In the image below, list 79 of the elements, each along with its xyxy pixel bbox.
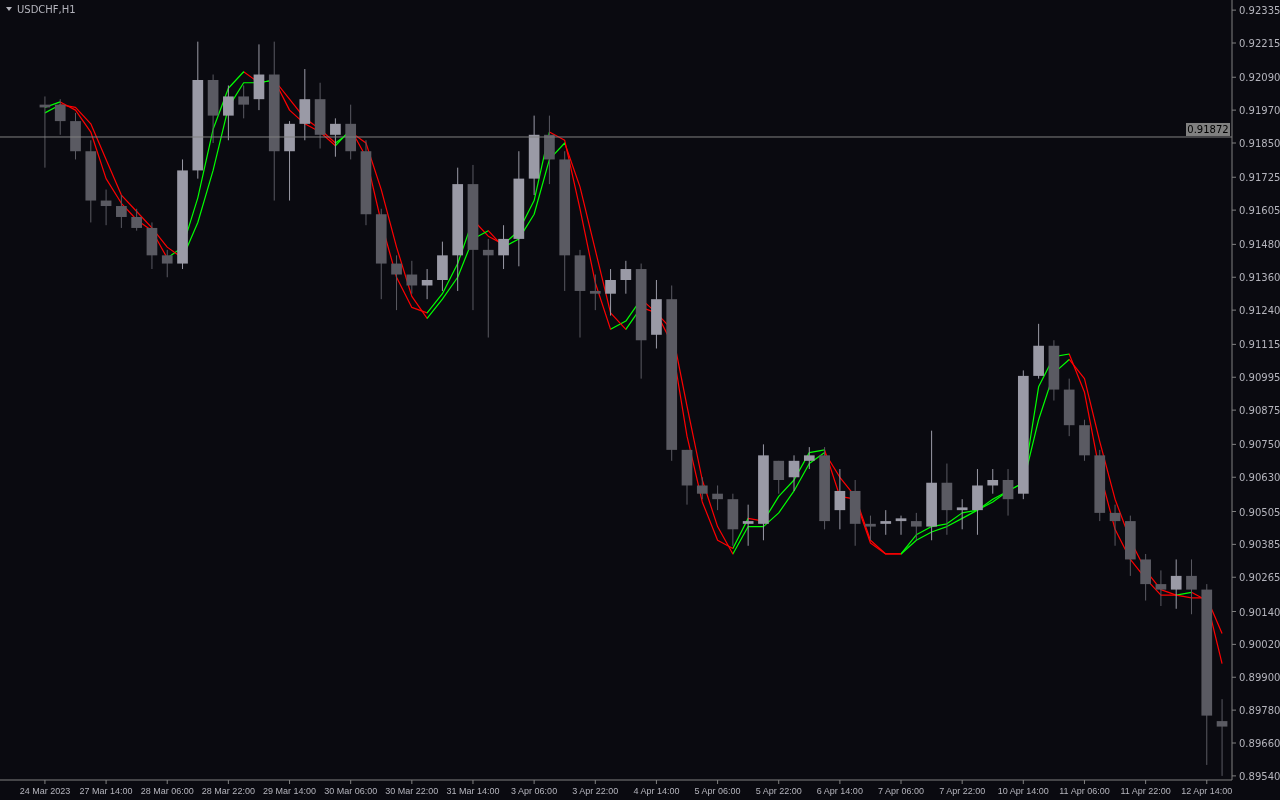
candlestick <box>116 194 127 229</box>
candlestick <box>956 498 968 530</box>
candlestick <box>696 476 708 500</box>
candlestick <box>605 268 616 317</box>
candlestick <box>161 249 173 278</box>
x-tick-label: 27 Mar 14:00 <box>79 786 133 796</box>
x-tick-label: 3 Apr 22:00 <box>572 786 619 796</box>
candlestick <box>1216 698 1228 777</box>
y-tick-label: 0.89540 <box>1239 770 1280 782</box>
candlestick <box>131 208 143 232</box>
x-tick-label: 3 Apr 06:00 <box>511 786 558 796</box>
candlestick <box>1109 504 1121 547</box>
y-tick-label: 0.91850 <box>1239 138 1280 150</box>
y-tick-label: 0.92215 <box>1239 38 1280 50</box>
x-tick-label: 29 Mar 14:00 <box>263 786 317 796</box>
candlestick <box>895 515 907 536</box>
candlestick <box>834 468 846 530</box>
x-tick-label: 5 Apr 22:00 <box>755 786 802 796</box>
y-tick-label: 0.90020 <box>1239 639 1280 651</box>
y-tick-label: 0.91605 <box>1239 205 1280 217</box>
candlestick <box>1155 569 1167 607</box>
candlestick <box>238 84 250 119</box>
candlestick <box>1002 468 1014 517</box>
candlestick <box>498 224 509 270</box>
y-tick-label: 0.91115 <box>1239 339 1280 351</box>
y-tick-label: 0.91480 <box>1239 239 1280 251</box>
y-tick-label: 0.92090 <box>1239 72 1280 84</box>
y-tick-label: 0.89780 <box>1239 705 1280 717</box>
y-tick-label: 0.91240 <box>1239 305 1280 317</box>
x-tick-label: 5 Apr 06:00 <box>694 786 741 796</box>
candlestick <box>880 509 892 536</box>
candlestick <box>54 98 66 136</box>
candlestick <box>788 454 800 492</box>
candlestick <box>742 504 754 547</box>
candlestick <box>1186 558 1197 615</box>
candlestick <box>910 512 922 541</box>
candlestick <box>406 260 418 295</box>
ref-line-label: 0.91872 <box>1187 123 1229 135</box>
candlestick <box>620 260 632 295</box>
candlestick <box>865 515 876 541</box>
x-tick-label: 12 Apr 14:00 <box>1181 786 1233 796</box>
x-tick-label: 7 Apr 22:00 <box>939 786 986 796</box>
x-tick-label: 28 Mar 22:00 <box>201 786 255 796</box>
candlestick <box>589 274 601 311</box>
y-tick-label: 0.90505 <box>1239 506 1280 518</box>
y-tick-label: 0.89660 <box>1239 738 1280 750</box>
x-tick-label: 10 Apr 14:00 <box>997 786 1049 796</box>
y-tick-label: 0.90140 <box>1239 606 1280 618</box>
candlestick <box>987 468 999 495</box>
x-tick-label: 4 Apr 14:00 <box>633 786 680 796</box>
x-tick-label: 7 Apr 06:00 <box>878 786 925 796</box>
y-tick-label: 0.90875 <box>1239 405 1280 417</box>
candlestick <box>223 84 234 141</box>
y-tick-label: 0.91725 <box>1239 172 1280 184</box>
y-tick-label: 0.90265 <box>1239 572 1280 584</box>
x-tick-label: 30 Mar 22:00 <box>385 786 439 796</box>
y-tick-label: 0.92335 <box>1239 5 1280 17</box>
candlestick <box>330 117 341 158</box>
x-tick-label: 6 Apr 14:00 <box>816 786 863 796</box>
y-tick-label: 0.91970 <box>1239 105 1280 117</box>
x-tick-label: 28 Mar 06:00 <box>140 786 194 796</box>
x-tick-label: 24 Mar 2023 <box>19 786 71 796</box>
x-tick-label: 30 Mar 06:00 <box>324 786 378 796</box>
candlestick <box>712 484 723 511</box>
x-tick-label: 31 Mar 14:00 <box>446 786 500 796</box>
y-tick-label: 0.90385 <box>1239 539 1280 551</box>
y-tick-label: 0.91360 <box>1239 272 1280 284</box>
candlestick <box>482 238 494 339</box>
candlestick <box>803 446 815 470</box>
x-tick-label: 11 Apr 06:00 <box>1059 786 1110 796</box>
candlestick <box>1170 558 1182 610</box>
candlestick <box>391 254 402 311</box>
candlestick <box>773 460 785 495</box>
chart-title: USDCHF,H1 <box>17 4 76 15</box>
y-tick-label: 0.90630 <box>1239 472 1280 484</box>
y-tick-label: 0.90995 <box>1239 372 1280 384</box>
x-tick-label: 11 Apr 22:00 <box>1120 786 1171 796</box>
y-tick-label: 0.89900 <box>1239 672 1280 684</box>
y-tick-label: 0.90750 <box>1239 439 1280 451</box>
